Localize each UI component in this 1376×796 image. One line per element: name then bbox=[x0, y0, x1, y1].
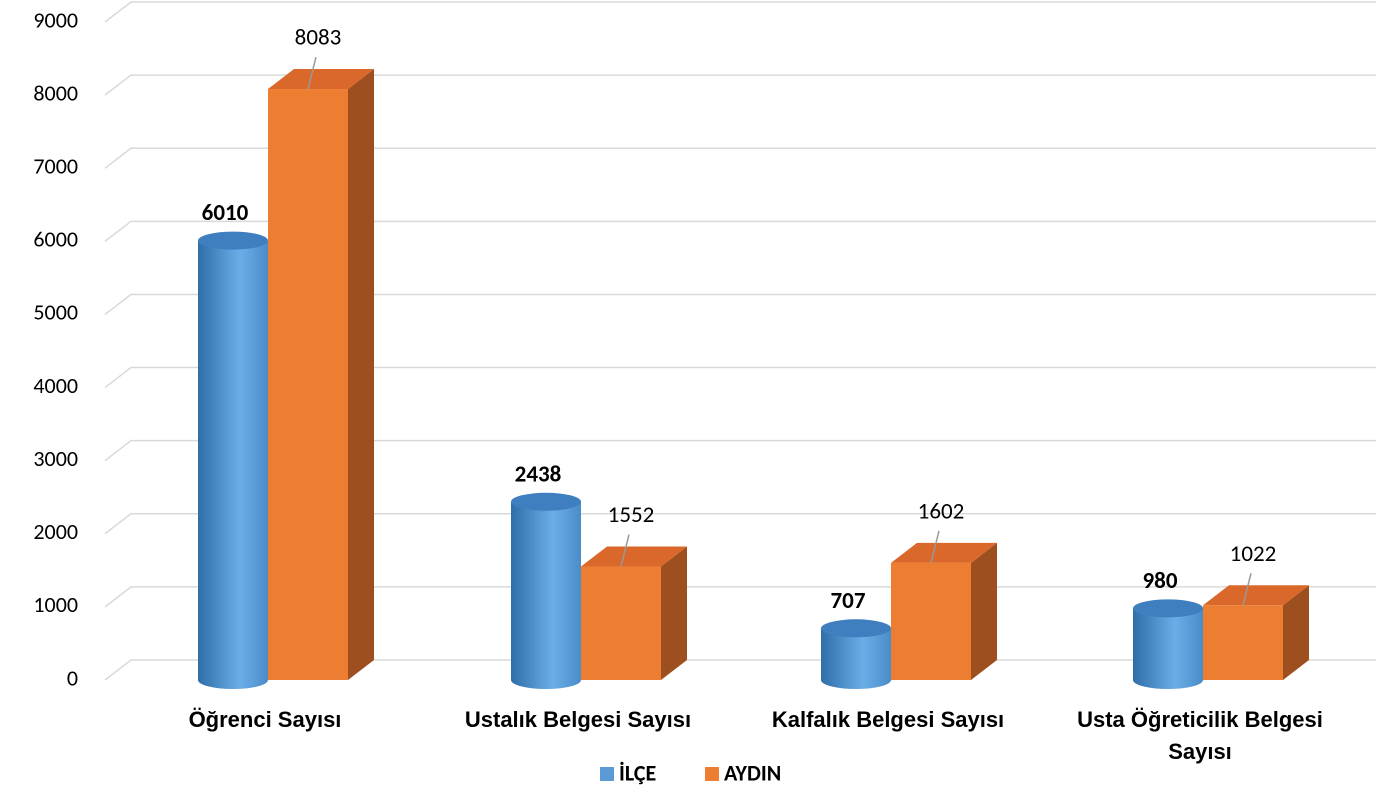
leader-line bbox=[930, 530, 940, 564]
box-top bbox=[1203, 585, 1309, 606]
cylinder-bar bbox=[198, 231, 268, 689]
grid-line bbox=[104, 74, 1376, 96]
y-tick-label: 8000 bbox=[33, 79, 78, 106]
cylinder-body bbox=[821, 628, 891, 689]
y-tick-label: 2000 bbox=[33, 518, 78, 545]
cylinder-top bbox=[821, 619, 891, 638]
legend-swatch bbox=[705, 767, 719, 781]
x-tick-label: Öğrenci Sayısı bbox=[188, 707, 342, 732]
grid-line bbox=[104, 366, 1376, 389]
data-label: 1552 bbox=[608, 501, 655, 529]
box-side bbox=[1283, 585, 1309, 680]
x-tick-label: Usta Öğreticilik Belgesi Sayısı bbox=[1077, 707, 1323, 764]
cylinder-body bbox=[198, 240, 268, 689]
y-tick-label: 3000 bbox=[33, 445, 78, 472]
legend-label: İLÇE bbox=[619, 759, 656, 786]
y-tick-label: 0 bbox=[67, 664, 78, 691]
box-bar bbox=[268, 69, 374, 680]
cylinder-bar bbox=[1133, 599, 1203, 689]
cylinder-body bbox=[511, 501, 581, 689]
leader-line bbox=[1242, 573, 1252, 606]
cylinder-top bbox=[198, 231, 268, 250]
y-tick-label: 7000 bbox=[33, 152, 78, 179]
box-top bbox=[581, 546, 687, 567]
legend-label: AYDIN bbox=[724, 759, 781, 786]
cylinder-top bbox=[1133, 599, 1203, 618]
box-bar bbox=[1203, 585, 1309, 680]
y-tick-label: 1000 bbox=[33, 591, 78, 618]
cylinder-bar bbox=[821, 619, 891, 689]
data-label: 980 bbox=[1143, 567, 1178, 595]
data-label: 1602 bbox=[918, 497, 965, 525]
grid-line bbox=[104, 439, 1376, 462]
data-label: 707 bbox=[831, 587, 866, 615]
grid-line bbox=[104, 293, 1376, 316]
box-front bbox=[891, 562, 971, 680]
box-bar bbox=[581, 546, 687, 680]
leader-line bbox=[307, 56, 317, 90]
x-tick-label: Kalfalık Belgesi Sayısı bbox=[771, 707, 1005, 732]
grid-line bbox=[104, 147, 1376, 169]
grid-line bbox=[104, 220, 1376, 242]
y-tick-label: 6000 bbox=[33, 226, 78, 253]
y-tick-label: 5000 bbox=[33, 299, 78, 326]
box-front bbox=[581, 566, 661, 680]
data-label: 1022 bbox=[1230, 540, 1277, 568]
data-label: 2438 bbox=[515, 460, 562, 488]
box-front bbox=[1203, 605, 1283, 680]
grid-line bbox=[104, 513, 1376, 535]
grid-line bbox=[104, 1, 1376, 23]
y-tick-label: 9000 bbox=[33, 6, 78, 33]
box-side bbox=[971, 542, 997, 680]
box-front bbox=[268, 89, 348, 680]
cylinder-bar bbox=[511, 492, 581, 689]
data-label: 6010 bbox=[202, 199, 249, 227]
box-top bbox=[268, 69, 374, 90]
legend-swatch bbox=[600, 767, 614, 781]
cylinder-body bbox=[1133, 608, 1203, 689]
box-side bbox=[348, 69, 374, 680]
box-side bbox=[661, 546, 687, 680]
box-bar bbox=[891, 542, 997, 680]
data-label: 8083 bbox=[295, 24, 342, 52]
x-tick-label: Ustalık Belgesi Sayısı bbox=[464, 707, 692, 732]
y-tick-label: 4000 bbox=[33, 372, 78, 399]
cylinder-top bbox=[511, 492, 581, 511]
leader-line bbox=[620, 534, 630, 567]
box-top bbox=[891, 542, 997, 563]
